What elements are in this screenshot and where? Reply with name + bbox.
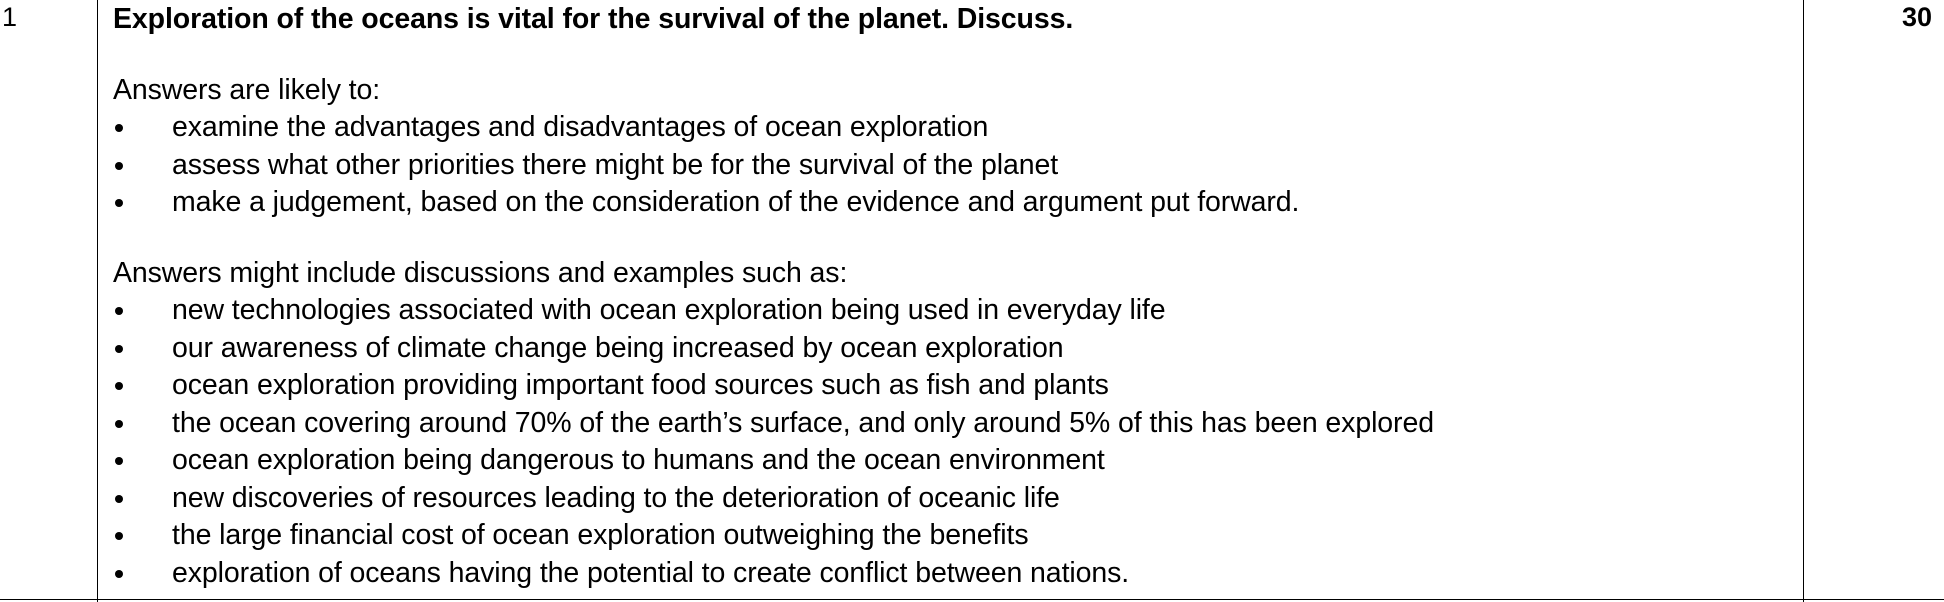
list-item-text: examine the advantages and disadvantages… (172, 111, 989, 143)
bullet-icon (115, 494, 123, 503)
bullet-icon (115, 457, 123, 465)
list-item-text: ocean exploration being dangerous to hum… (172, 444, 1105, 476)
bullet-icon (115, 307, 123, 315)
list-item: new discoveries of resources leading to … (113, 480, 1793, 518)
list-item-text: new discoveries of resources leading to … (172, 481, 1060, 514)
likely-list: examine the advantages and disadvantages… (113, 109, 1793, 222)
bullet-icon (115, 161, 123, 170)
list-item-text: exploration of oceans having the potenti… (172, 556, 1130, 589)
list-item-text: the ocean covering around 70% of the ear… (172, 406, 1434, 439)
question-number: 1 (2, 2, 18, 32)
list-item: new technologies associated with ocean e… (113, 292, 1793, 330)
bullet-icon (115, 124, 123, 132)
include-list: new technologies associated with ocean e… (113, 292, 1793, 592)
bullet-icon (115, 419, 123, 428)
list-item: our awareness of climate change being in… (113, 330, 1793, 368)
row-bottom-border (0, 599, 1944, 600)
bullet-icon (115, 569, 123, 578)
list-item: ocean exploration providing important fo… (113, 367, 1793, 405)
list-item-text: new technologies associated with ocean e… (172, 294, 1166, 326)
column-divider-right (1803, 0, 1804, 602)
bullet-icon (115, 199, 123, 207)
include-intro: Answers might include discussions and ex… (113, 256, 848, 289)
list-item: assess what other priorities there might… (113, 147, 1793, 185)
list-item-text: assess what other priorities there might… (172, 148, 1059, 181)
column-divider-left (97, 0, 98, 602)
bullet-icon (115, 382, 123, 390)
bullet-icon (115, 344, 123, 353)
list-item-text: the large financial cost of ocean explor… (172, 519, 1029, 551)
question-text: Exploration of the oceans is vital for t… (113, 3, 1074, 35)
list-item: make a judgement, based on the considera… (113, 184, 1793, 222)
list-item: examine the advantages and disadvantages… (113, 109, 1793, 147)
spacer (113, 39, 1793, 72)
spacer (113, 222, 1793, 255)
list-item: the ocean covering around 70% of the ear… (113, 405, 1793, 443)
list-item: the large financial cost of ocean explor… (113, 517, 1793, 555)
guidance-cell: Exploration of the oceans is vital for t… (113, 1, 1793, 592)
likely-intro: Answers are likely to: (113, 73, 381, 106)
marks-value: 30 (1901, 2, 1932, 32)
list-item: ocean exploration being dangerous to hum… (113, 442, 1793, 480)
list-item-text: our awareness of climate change being in… (172, 331, 1064, 364)
list-item-text: make a judgement, based on the considera… (172, 186, 1300, 218)
list-item: exploration of oceans having the potenti… (113, 555, 1793, 593)
list-item-text: ocean exploration providing important fo… (172, 369, 1109, 401)
bullet-icon (115, 532, 123, 540)
